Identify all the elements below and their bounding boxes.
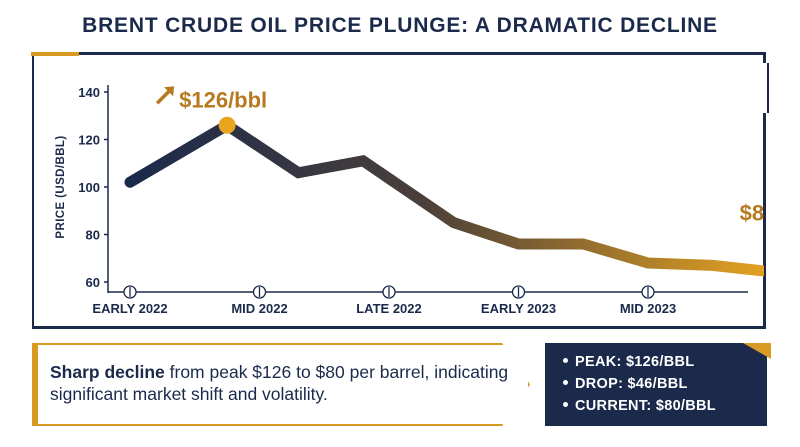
y-tick-label: 100 — [78, 180, 100, 195]
summary-rest: from peak $126 to $80 per barrel, indica… — [50, 362, 509, 404]
summary-text: Sharp decline from peak $126 to $80 per … — [50, 361, 510, 405]
current-annotation: $80/bbl — [740, 201, 764, 226]
peak-marker — [218, 116, 236, 134]
chart-title: BRENT CRUDE OIL PRICE PLUNGE: A DRAMATIC… — [82, 14, 718, 37]
x-tick-label: LATE 2022 — [356, 301, 422, 316]
y-tick-label: 120 — [78, 133, 100, 148]
stat-drop: DROP: $46/BBL — [563, 376, 688, 392]
stat-current: CURRENT: $80/BBL — [563, 398, 716, 414]
x-tick-label: MID 2023 — [620, 301, 676, 316]
peak-annotation: $126/bbl — [179, 87, 267, 112]
summary-bold: Sharp decline — [50, 362, 165, 382]
x-tick-label: MID 2022 — [231, 301, 287, 316]
x-tick-label: EARLY 2023 — [481, 301, 556, 316]
y-tick-label: 140 — [78, 85, 100, 100]
y-axis-label: PRICE (USD/BBL) — [55, 135, 67, 238]
y-tick-label: 60 — [86, 275, 100, 290]
y-tick-label: 80 — [86, 228, 100, 243]
chart-frame: 60 80 100 120 140 PRICE (USD/BBL) EARLY 2022 MI… — [31, 52, 769, 329]
up-right-arrow-head-icon — [164, 86, 175, 97]
stats-panel: PEAK: $126/BBL DROP: $46/BBL CURRENT: $8… — [545, 343, 767, 426]
stat-peak: PEAK: $126/BBL — [563, 354, 694, 370]
price-line — [124, 118, 764, 277]
x-tick-label: EARLY 2022 — [92, 301, 167, 316]
line-chart: 60 80 100 120 140 PRICE (USD/BBL) EARLY 2022 MI… — [55, 85, 764, 316]
summary-box: Sharp decline from peak $126 to $80 per … — [32, 343, 530, 426]
